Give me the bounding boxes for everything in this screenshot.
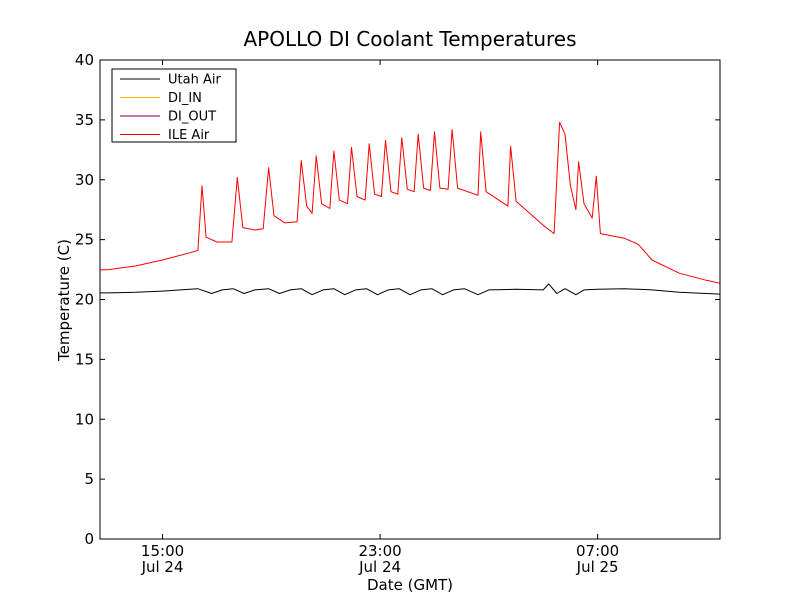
y-tick-label: 5 — [84, 470, 94, 488]
y-tick-label: 40 — [75, 51, 94, 69]
x-axis-label: Date (GMT) — [367, 576, 453, 594]
x-tick-label-time: 07:00 — [576, 542, 619, 560]
legend-label: ILE Air — [168, 128, 210, 143]
y-tick-label: 0 — [84, 530, 94, 548]
series-line-utah-air — [100, 283, 720, 296]
y-tick-label: 30 — [75, 171, 94, 189]
y-tick-label: 10 — [75, 410, 94, 428]
legend-label: DI_OUT — [168, 110, 216, 125]
y-tick-label: 15 — [75, 350, 94, 368]
series-layer — [100, 121, 720, 296]
x-tick-label-time: 15:00 — [141, 542, 184, 560]
y-axis-label: Temperature (C) — [55, 239, 73, 362]
x-tick-label-date: Jul 24 — [141, 558, 184, 576]
x-tick-label-date: Jul 24 — [358, 558, 401, 576]
series-line-ile-air — [100, 121, 720, 284]
y-tick-label: 25 — [75, 231, 94, 249]
x-tick-label-time: 23:00 — [358, 542, 401, 560]
legend-label: Utah Air — [168, 73, 221, 88]
x-tick-label-date: Jul 25 — [576, 558, 619, 576]
plot-frame — [99, 59, 721, 540]
chart-title: APOLLO DI Coolant Temperatures — [243, 27, 576, 51]
legend-box — [111, 68, 237, 143]
y-tick-label: 35 — [75, 111, 94, 129]
legend: Utah Air DI_IN DI_OUT ILE Air — [111, 68, 237, 143]
y-tick-label: 20 — [75, 291, 94, 309]
legend-label: DI_IN — [168, 91, 202, 106]
